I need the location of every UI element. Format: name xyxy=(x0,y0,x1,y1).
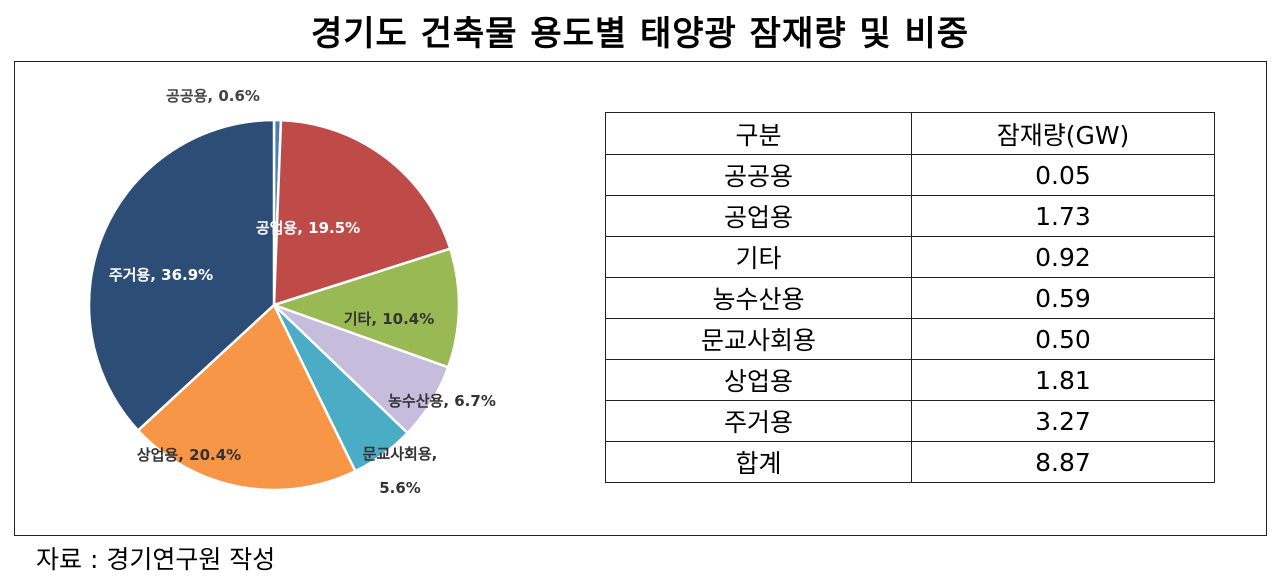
cell-value: 8.87 xyxy=(911,441,1215,483)
cell-value: 0.92 xyxy=(911,236,1215,278)
cell-value: 0.05 xyxy=(911,154,1215,196)
chart-frame: 공공용, 0.6% 공업용, 19.5% 기타, 10.4% 농수산용, 6.7% 문교… xyxy=(14,61,1267,536)
cell-category: 공공용 xyxy=(605,154,912,196)
pie-slice xyxy=(270,247,461,369)
table-header-row: 구분 잠재량(GW) xyxy=(605,112,1215,155)
pie-slice xyxy=(272,118,452,307)
table-row-total: 합계 8.87 xyxy=(605,441,1215,483)
table-row: 농수산용 0.59 xyxy=(605,277,1215,319)
table-row: 공업용 1.73 xyxy=(605,195,1215,237)
data-table: 구분 잠재량(GW) 공공용 0.05 공업용 1.73 기타 0.92 농수산용 0.… xyxy=(605,112,1215,483)
header-category: 구분 xyxy=(605,112,912,155)
cell-category: 상업용 xyxy=(605,359,912,401)
cell-category: 주거용 xyxy=(605,400,912,442)
header-potential: 잠재량(GW) xyxy=(911,112,1215,155)
pie-slice xyxy=(136,302,357,492)
table-row: 기타 0.92 xyxy=(605,236,1215,278)
cell-category: 합계 xyxy=(605,441,912,483)
cell-category: 기타 xyxy=(605,236,912,278)
pie-chart: 공공용, 0.6% 공업용, 19.5% 기타, 10.4% 농수산용, 6.7% 문교… xyxy=(87,87,496,497)
cell-category: 문교사회용 xyxy=(605,318,912,360)
pie-slice-label: 문교사회용, xyxy=(363,445,438,463)
pie-slice-label: 5.6% xyxy=(379,479,421,497)
pie-slice-label: 농수산용, 6.7% xyxy=(388,392,496,410)
cell-category: 공업용 xyxy=(605,195,912,237)
cell-value: 1.73 xyxy=(911,195,1215,237)
pie-slice-label: 공공용, 0.6% xyxy=(166,87,260,105)
pie-slice-label: 주거용, 36.9% xyxy=(109,266,213,284)
table-row: 주거용 3.27 xyxy=(605,400,1215,442)
pie-slice-label: 공업용, 19.5% xyxy=(256,219,360,237)
cell-value: 1.81 xyxy=(911,359,1215,401)
cell-category: 농수산용 xyxy=(605,277,912,319)
cell-value: 0.59 xyxy=(911,277,1215,319)
table-row: 상업용 1.81 xyxy=(605,359,1215,401)
chart-title: 경기도 건축물 용도별 태양광 잠재량 및 비중 xyxy=(310,14,970,54)
table-row: 문교사회용 0.50 xyxy=(605,318,1215,360)
pie-slice xyxy=(87,118,276,433)
cell-value: 3.27 xyxy=(911,400,1215,442)
table-row: 공공용 0.05 xyxy=(605,154,1215,196)
cell-value: 0.50 xyxy=(911,318,1215,360)
source-note: 자료 : 경기연구원 작성 xyxy=(36,545,276,574)
pie-slice-label: 기타, 10.4% xyxy=(344,310,435,328)
pie-slice-label: 상업용, 20.4% xyxy=(137,446,241,464)
